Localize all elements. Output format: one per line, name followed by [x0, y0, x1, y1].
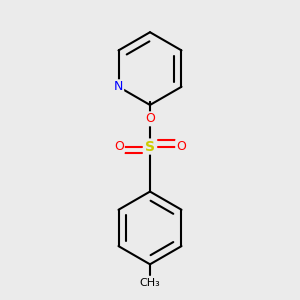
- Text: O: O: [114, 140, 124, 153]
- Text: O: O: [145, 112, 155, 125]
- Text: N: N: [114, 80, 123, 93]
- Text: CH₃: CH₃: [140, 278, 160, 288]
- Text: S: S: [145, 140, 155, 154]
- Text: O: O: [176, 140, 186, 153]
